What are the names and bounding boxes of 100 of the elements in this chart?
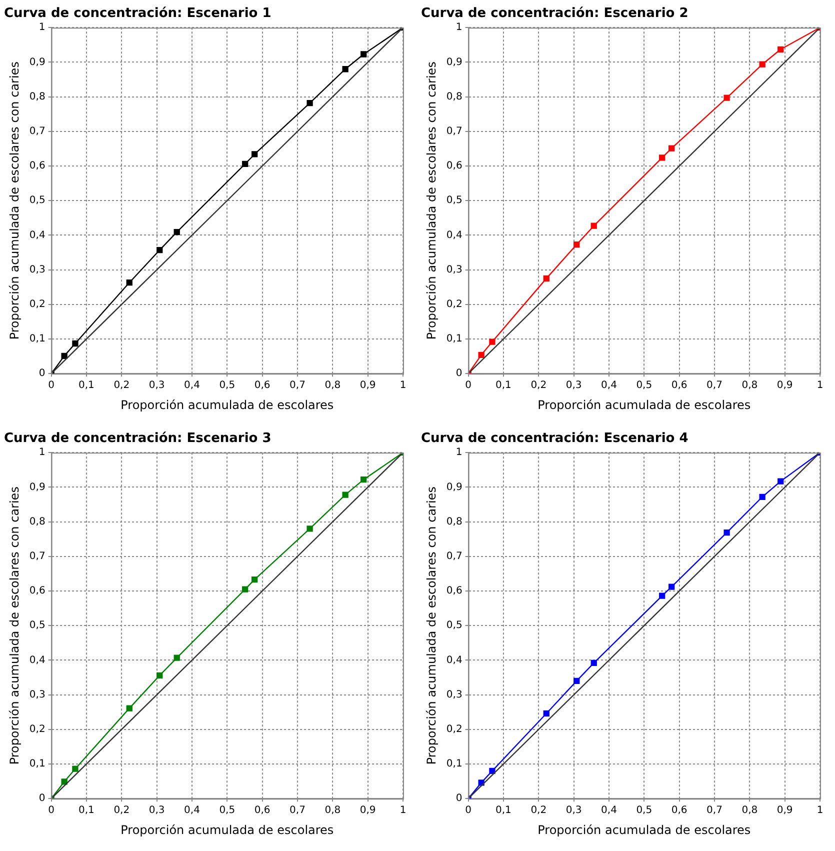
point: [659, 592, 666, 599]
y-tick-label: 0,7: [29, 550, 46, 562]
x-tick-label: 0,6: [671, 380, 688, 392]
point: [156, 672, 163, 678]
x-tick-label: 1: [400, 805, 406, 816]
point: [61, 352, 68, 360]
x-tick-label: 0,5: [636, 380, 652, 392]
y-tick-label: 0,7: [446, 126, 462, 137]
x-tick-label: 0,5: [219, 805, 236, 816]
x-tick-label: 0,5: [636, 805, 652, 816]
y-tick-label: 0: [456, 368, 462, 380]
chart-title: Curva de concentración: Escenario 2: [421, 6, 688, 22]
y-tick-label: 0,5: [446, 195, 462, 206]
y-tick-label: 1: [456, 447, 462, 458]
x-tick-label: 0,7: [706, 380, 722, 392]
y-tick-label: 1: [38, 22, 46, 34]
chart-title: Curva de concentración: Escenario 4: [421, 431, 688, 446]
y-tick-label: 0,6: [29, 160, 46, 172]
x-axis-title: Proporción acumulada de escolares: [120, 398, 334, 412]
point: [156, 247, 163, 254]
point: [72, 340, 78, 347]
point: [360, 51, 367, 58]
y-tick-label: 0,4: [29, 230, 46, 241]
x-tick-label: 0,3: [148, 380, 165, 392]
y-tick-label: 0,3: [446, 264, 462, 276]
x-tick-label: 0,7: [706, 805, 722, 816]
point: [72, 766, 78, 772]
y-tick-label: 0,6: [446, 586, 462, 597]
x-tick-label: 0,4: [601, 805, 617, 816]
y-tick-label: 0,6: [29, 586, 46, 597]
x-tick-label: 0: [465, 380, 472, 392]
x-tick-label: 0,8: [324, 805, 341, 816]
x-tick-label: 0,7: [290, 380, 306, 392]
x-tick-label: 0,1: [78, 805, 94, 816]
x-tick-label: 1: [816, 805, 824, 816]
x-tick-label: 0,3: [566, 805, 582, 816]
y-tick-label: 0,2: [446, 298, 462, 310]
point: [342, 66, 348, 72]
x-axis-title: Proporción acumulada de escolares: [538, 398, 751, 412]
y-tick-label: 0,2: [29, 724, 46, 735]
x-tick-label: 1: [816, 380, 824, 392]
x-tick-label: 0,6: [254, 380, 270, 392]
point: [306, 526, 313, 532]
y-axis-title: Proporción acumulada de escolares con caries: [7, 486, 22, 765]
point: [590, 660, 597, 666]
x-axis-title: Proporción acumulada de escolares: [538, 822, 751, 837]
x-tick-label: 0,3: [148, 805, 165, 816]
x-tick-label: 0,2: [530, 380, 547, 392]
point: [342, 492, 348, 498]
point: [759, 61, 766, 68]
y-tick-label: 0,2: [446, 724, 462, 735]
x-tick-label: 0,4: [601, 380, 617, 392]
point: [724, 529, 730, 536]
y-tick-label: 0,8: [29, 91, 46, 102]
y-tick-label: 0,2: [29, 298, 46, 310]
x-tick-label: 0,9: [360, 380, 376, 392]
y-axis-title: Proporción acumulada de escolares con caries: [424, 486, 438, 765]
point: [126, 280, 132, 286]
point: [489, 768, 496, 774]
y-tick-label: 0,9: [29, 56, 46, 68]
point: [61, 778, 68, 785]
point: [724, 94, 730, 101]
x-tick-label: 0,2: [114, 380, 130, 392]
x-tick-label: 0: [465, 805, 472, 816]
x-tick-label: 0,2: [530, 805, 547, 816]
point: [360, 476, 367, 483]
y-tick-label: 0: [38, 368, 46, 380]
point: [306, 100, 313, 106]
x-axis-title: Proporción acumulada de escolares: [120, 822, 334, 837]
x-tick-label: 0,9: [360, 805, 376, 816]
x-tick-label: 0,6: [254, 805, 270, 816]
y-tick-label: 0: [38, 793, 46, 804]
y-tick-label: 0,5: [29, 620, 46, 632]
y-tick-label: 0,3: [29, 264, 46, 276]
y-tick-label: 0,8: [446, 516, 462, 528]
y-tick-label: 0,9: [446, 56, 462, 68]
point: [126, 705, 132, 712]
point: [659, 154, 666, 161]
y-tick-label: 0,5: [29, 195, 46, 206]
y-tick-label: 0,3: [446, 689, 462, 700]
y-tick-label: 0,7: [446, 550, 462, 562]
point: [590, 222, 597, 229]
y-tick-label: 0,8: [446, 91, 462, 102]
x-tick-label: 0,3: [566, 380, 582, 392]
x-tick-label: 0,8: [742, 380, 758, 392]
y-tick-label: 0,4: [446, 230, 462, 241]
y-tick-label: 0,3: [29, 689, 46, 700]
point: [174, 229, 180, 236]
point: [242, 160, 248, 167]
x-tick-label: 0,5: [219, 380, 236, 392]
point: [668, 145, 675, 152]
point: [252, 151, 258, 158]
y-axis-title: Proporción acumulada de escolares con caries: [424, 62, 438, 340]
point: [543, 275, 550, 282]
point: [574, 241, 580, 248]
y-tick-label: 0,5: [446, 620, 462, 632]
y-tick-label: 0,6: [446, 160, 462, 172]
y-tick-label: 0,1: [29, 758, 46, 770]
point: [668, 584, 675, 590]
x-tick-label: 1: [400, 380, 406, 392]
